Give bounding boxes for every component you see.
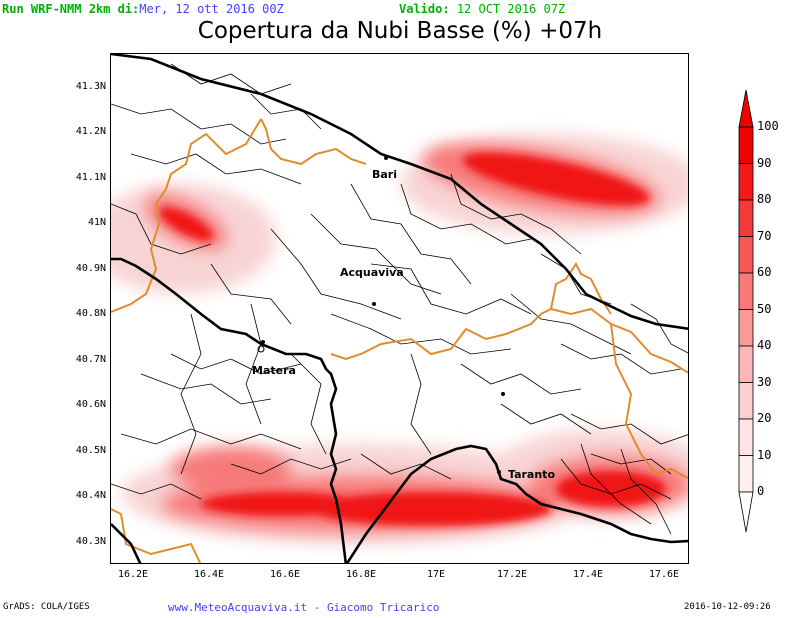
- colorbar-label: 10: [757, 447, 772, 462]
- lon-tick: 17.6E: [648, 569, 680, 580]
- lat-tick: 41N: [87, 217, 106, 228]
- coastline: [111, 54, 688, 563]
- place-markers: [257, 156, 505, 474]
- colorbar-arrow-top: [738, 89, 754, 128]
- colorbar-label: 30: [757, 374, 772, 389]
- colorbar-label: 70: [757, 228, 772, 243]
- municipal-borders: [111, 63, 688, 535]
- colorbar-segment: [738, 455, 754, 493]
- run-info: Run WRF-NMM 2km di:Mer, 12 ott 2016 00Z: [2, 2, 284, 16]
- regional-borders: [111, 118, 688, 563]
- lat-tick: 41.1N: [75, 172, 106, 183]
- lat-tick: 40.9N: [75, 263, 106, 274]
- lon-tick: 16.4E: [193, 569, 225, 580]
- colorbar-segment: [738, 309, 754, 347]
- lat-tick: 41.3N: [75, 81, 106, 92]
- colorbar-segment: [738, 199, 754, 237]
- colorbar-label: 50: [757, 301, 772, 316]
- cloud-cover-field: [111, 134, 688, 544]
- colorbar-label: 90: [757, 155, 772, 170]
- lon-tick: 16.8E: [345, 569, 377, 580]
- colorbar-segment: [738, 418, 754, 456]
- colorbar-label: 20: [757, 411, 772, 425]
- lat-tick: 40.4N: [75, 490, 106, 501]
- footer-credit-center[interactable]: www.MeteoAcquaviva.it - Giacomo Tricaric…: [168, 601, 440, 614]
- lat-tick: 40.7N: [75, 354, 106, 365]
- lon-tick: 16.2E: [117, 569, 149, 580]
- place-label-acquaviva: Acquaviva: [340, 266, 404, 279]
- colorbar-segment: [738, 126, 754, 164]
- valid-info: Valido: 12 OCT 2016 07Z: [399, 2, 565, 16]
- map-title: Copertura da Nubi Basse (%) +07h: [197, 18, 603, 44]
- valid-date: 12 OCT 2016 07Z: [456, 2, 566, 16]
- lon-tick: 16.6E: [269, 569, 301, 580]
- lon-tick: 17.4E: [572, 569, 604, 580]
- lat-tick: 40.5N: [75, 445, 106, 456]
- colorbar-scale: [738, 89, 754, 533]
- place-label-bari: Bari: [372, 168, 397, 181]
- colorbar-segment: [738, 163, 754, 201]
- cloud-cover-map: Bari Acquaviva Matera Taranto: [110, 53, 689, 564]
- colorbar-label: 40: [757, 338, 772, 352]
- lat-tick: 40.6N: [75, 399, 106, 410]
- lat-tick: 40.3N: [75, 536, 106, 547]
- colorbar-segment: [738, 345, 754, 383]
- valid-label: Valido:: [399, 2, 450, 16]
- map-canvas: Bari Acquaviva Matera Taranto: [111, 54, 688, 563]
- colorbar-segment: [738, 236, 754, 274]
- lon-tick: 17E: [426, 569, 446, 580]
- footer-credit-left: GrADS: COLA/IGES: [3, 602, 90, 612]
- place-label-taranto: Taranto: [508, 468, 555, 481]
- lon-tick: 17.2E: [496, 569, 528, 580]
- colorbar-segment: [738, 272, 754, 310]
- run-date: Mer, 12 ott 2016 00Z: [139, 2, 284, 16]
- run-label: Run WRF-NMM 2km di:: [2, 2, 140, 16]
- lat-tick: 40.8N: [75, 308, 106, 319]
- colorbar-label: 100: [757, 119, 779, 133]
- lat-tick: 41.2N: [75, 126, 106, 137]
- colorbar-label: 80: [757, 192, 772, 206]
- colorbar-segment: [738, 382, 754, 420]
- footer-timestamp: 2016-10-12-09:26: [684, 602, 771, 612]
- colorbar-label: 60: [757, 265, 772, 279]
- colorbar-arrow-bottom: [738, 491, 754, 533]
- colorbar-label: 0: [757, 484, 765, 498]
- place-label-matera: Matera: [252, 364, 296, 377]
